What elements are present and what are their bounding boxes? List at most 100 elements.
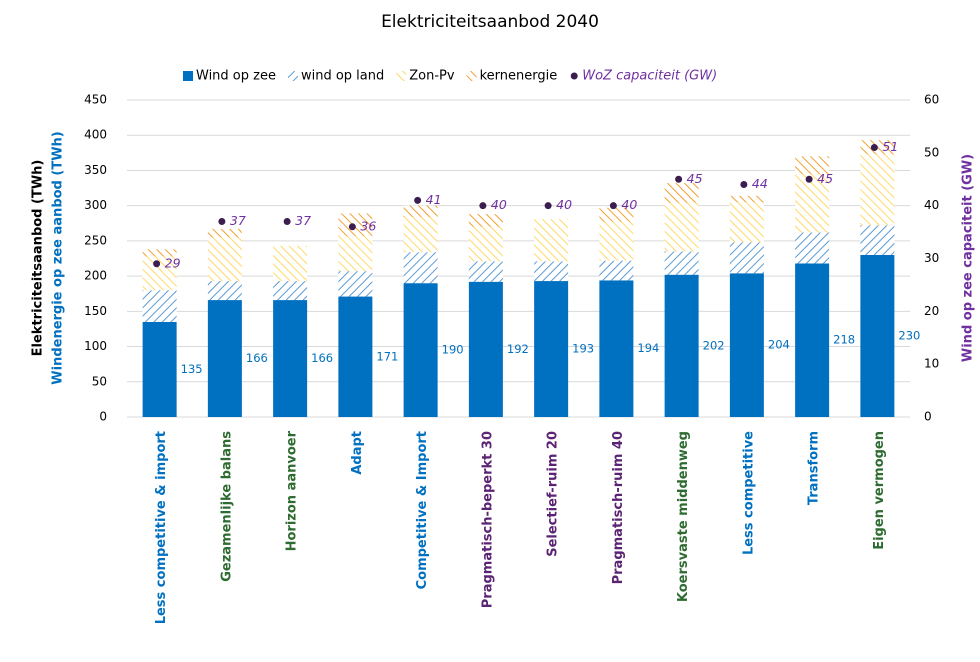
capacity-label: 41	[426, 192, 442, 207]
capacity-label: 45	[687, 171, 703, 186]
x-tick-label: Less competitive	[741, 431, 756, 555]
legend-swatch	[396, 71, 407, 81]
bar-segment	[795, 156, 830, 174]
data-label: 193	[572, 342, 594, 356]
legend-swatch	[466, 71, 477, 81]
y2-tick-label: 20	[924, 304, 939, 318]
bar-segment	[273, 300, 308, 417]
capacity-label: 40	[621, 197, 637, 212]
bar-segment	[664, 251, 699, 275]
bar-segment	[338, 271, 373, 297]
capacity-dot	[675, 175, 683, 183]
bar-segment	[534, 261, 569, 282]
bar-segment	[403, 252, 438, 284]
bar-segment	[795, 263, 830, 417]
y-axis-label-2: Windenergie op zee aanbod (TWh)	[51, 131, 66, 384]
capacity-dot	[283, 218, 291, 226]
data-label: 202	[703, 338, 725, 352]
data-label: 204	[768, 338, 790, 352]
bar-segment	[468, 281, 503, 417]
bar-segment	[207, 300, 242, 417]
x-tick-label: Competitive & Import	[415, 431, 430, 589]
y-tick-label: 400	[84, 128, 107, 142]
capacity-label: 51	[882, 139, 898, 154]
legend-label: Wind op zee	[196, 69, 276, 84]
data-label: 192	[507, 342, 529, 356]
x-tick-label: Pragmatisch-beperkt 30	[480, 431, 495, 608]
bar-segment	[664, 202, 699, 252]
bar-segment	[860, 225, 895, 255]
data-label: 190	[442, 343, 464, 357]
bar-segment	[599, 221, 634, 261]
bar-segment	[468, 214, 503, 227]
y-tick-label: 300	[84, 198, 107, 212]
y-tick-label: 350	[84, 163, 107, 177]
legend-swatch	[287, 71, 298, 81]
capacity-dot	[805, 175, 813, 183]
bar-segment	[207, 237, 242, 282]
bar-segment	[273, 281, 308, 301]
data-label: 194	[637, 341, 659, 355]
capacity-dot	[740, 181, 748, 189]
bar-segment	[664, 274, 699, 417]
y-tick-label: 100	[84, 339, 107, 353]
bar-segment	[860, 254, 895, 417]
y-tick-label: 150	[84, 304, 107, 318]
bar-segment	[599, 280, 634, 417]
y2-axis-label: Wind op zee capaciteit (GW)	[961, 154, 976, 362]
x-tick-label: Selectief-ruim 20	[546, 431, 561, 557]
capacity-label: 40	[556, 197, 572, 212]
capacity-label: 37	[230, 213, 246, 228]
bar-segment	[534, 219, 569, 262]
chart-title: Elektriciteitsaanbod 2040	[381, 12, 599, 32]
x-tick-label: Koersvaste middenweg	[676, 431, 691, 602]
y2-tick-label: 60	[924, 93, 939, 107]
bar-segment	[468, 261, 503, 282]
y-tick-label: 0	[99, 410, 107, 424]
bar-segment	[729, 202, 764, 243]
y2-tick-label: 50	[924, 145, 939, 159]
data-label: 218	[833, 333, 855, 347]
capacity-label: 36	[360, 218, 376, 233]
legend-marker	[570, 72, 578, 80]
data-label: 135	[181, 362, 203, 376]
capacity-dot	[414, 196, 422, 204]
bar-segment	[795, 173, 830, 233]
y-tick-label: 250	[84, 233, 107, 247]
y2-tick-label: 30	[924, 251, 939, 265]
bar-segment	[729, 242, 764, 274]
bar-segment	[664, 183, 699, 203]
bar-segment	[599, 260, 634, 281]
bar-segment	[729, 273, 764, 417]
capacity-label: 40	[491, 197, 507, 212]
capacity-label: 29	[165, 255, 181, 270]
bar-segment	[860, 154, 895, 226]
bar-segment	[338, 235, 373, 272]
bar-segment	[207, 228, 242, 238]
x-tick-label: Transform	[807, 431, 822, 505]
data-label: 166	[311, 351, 333, 365]
x-tick-label: Pragmatisch-ruim 40	[611, 431, 626, 584]
legend-label: kernenergie	[480, 69, 558, 84]
capacity-label: 44	[752, 176, 768, 191]
bar-segment	[207, 281, 242, 301]
capacity-dot	[479, 202, 487, 210]
y-tick-label: 200	[84, 269, 107, 283]
capacity-label: 45	[817, 171, 833, 186]
bar-segment	[729, 195, 764, 203]
data-label: 230	[898, 328, 920, 342]
capacity-dot	[153, 260, 161, 268]
legend-label: wind op land	[301, 69, 384, 84]
y-tick-label: 450	[84, 93, 107, 107]
data-label: 166	[246, 351, 268, 365]
bar-segment	[403, 283, 438, 417]
bar-segment	[795, 232, 830, 264]
bar-segment	[403, 216, 438, 253]
y-axis-label: Elektriciteitsaanbod (TWh)	[31, 160, 46, 357]
x-tick-label: Less competitive & import	[154, 431, 169, 624]
capacity-dot	[870, 144, 878, 152]
bar-segment	[142, 290, 177, 322]
bar-segment	[599, 207, 634, 222]
data-label: 171	[376, 349, 398, 363]
